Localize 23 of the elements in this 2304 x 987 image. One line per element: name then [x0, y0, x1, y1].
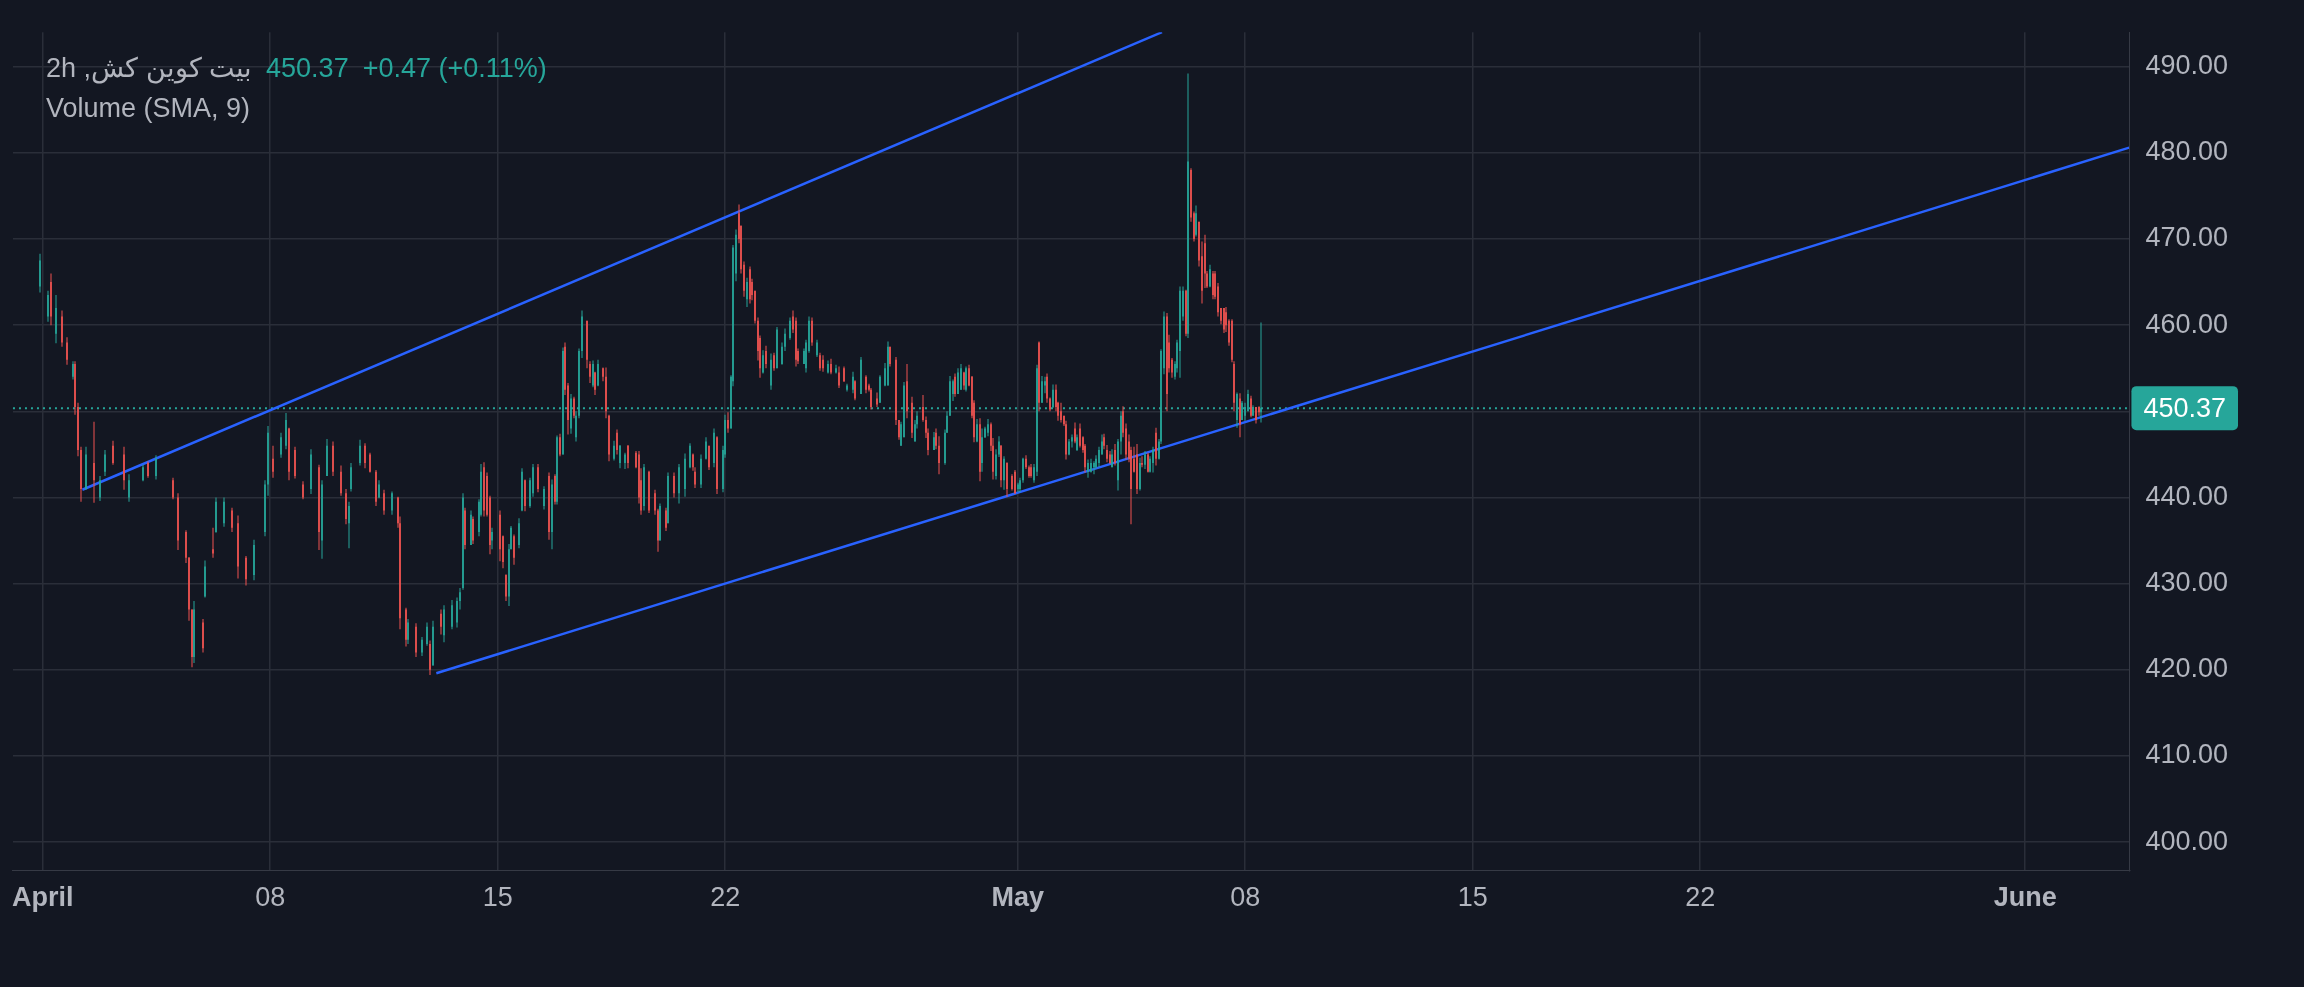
y-tick-label: 470.00	[2145, 222, 2229, 253]
x-tick-label: June	[1993, 882, 2057, 913]
x-tick-label: 22	[1685, 882, 1716, 913]
y-tick-label: 400.00	[2145, 825, 2229, 856]
annotation: +0.47 (+0.11%)	[362, 53, 547, 83]
annotation: 450.37	[266, 53, 349, 83]
x-tick-label: 08	[1230, 882, 1261, 913]
text: Volume (SMA, 9)	[46, 92, 252, 125]
ref-line-label: 450.37	[2143, 392, 2227, 423]
x-tick-label: 15	[482, 882, 513, 913]
y-tick-label: 460.00	[2145, 308, 2229, 339]
y-tick-label: 480.00	[2145, 136, 2229, 167]
y-tick-label: 410.00	[2145, 739, 2229, 770]
x-tick-label: 15	[1457, 882, 1488, 913]
x-tick-label: 22	[710, 882, 741, 913]
x-tick-label: May	[991, 882, 1044, 913]
y-tick-label: 430.00	[2145, 567, 2229, 598]
x-tick-label: 08	[255, 882, 286, 913]
y-tick-label: 420.00	[2145, 653, 2229, 684]
text: بیت کوین کش, 2h	[46, 53, 253, 83]
y-tick-label: 490.00	[2145, 50, 2229, 81]
y-tick-label: 440.00	[2145, 480, 2229, 511]
x-tick-label: April	[11, 882, 74, 913]
